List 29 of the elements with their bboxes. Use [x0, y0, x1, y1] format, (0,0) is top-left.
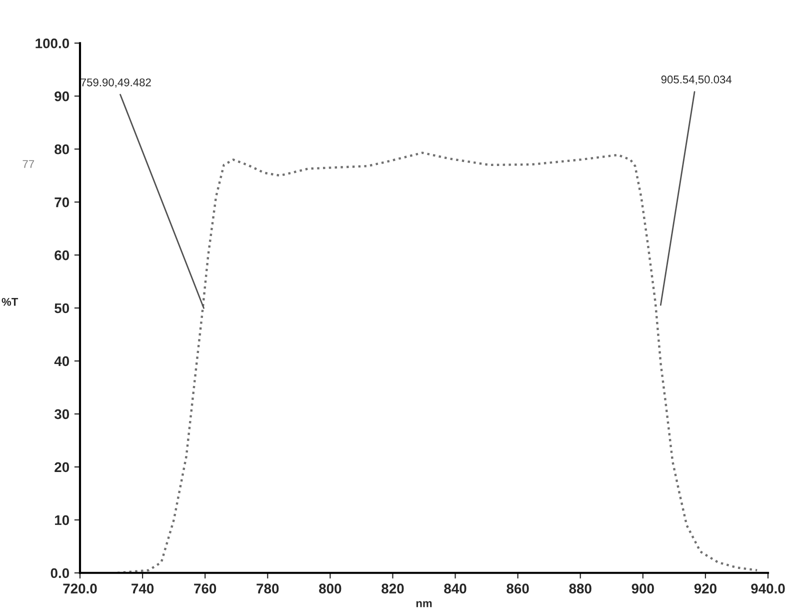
y-tick-label: 30 [54, 409, 70, 420]
x-tick-label: 740 [132, 584, 154, 594]
x-tick-label: 760 [194, 584, 216, 594]
x-tick-label: 900 [632, 584, 654, 594]
y-tick-label: 40 [54, 356, 70, 366]
line-series [116, 152, 758, 573]
x-tick-label: 880 [569, 584, 592, 594]
y-tick-label: 90 [54, 91, 70, 102]
y-axis-title: %T [2, 298, 18, 306]
annotation: 759.90,49.482 [80, 78, 151, 88]
y-tick-label: 10 [55, 515, 70, 526]
x-tick-label: 940.0 [751, 584, 785, 594]
x-tick-label: 920 [694, 584, 716, 594]
y-tick-label: 80 [54, 144, 70, 154]
x-tick-label: 840 [444, 584, 466, 594]
y-tick-label: 50 [54, 303, 70, 314]
y-tick-label: 70 [54, 197, 70, 208]
text: 77 [22, 160, 34, 168]
y-tick-label: 100.0 [36, 38, 70, 48]
x-axis-title: nm [416, 601, 432, 608]
x-tick-label: 720.0 [63, 584, 97, 594]
x-tick-label: 800 [319, 584, 342, 594]
y-tick-label: 0.0 [50, 568, 70, 578]
y-tick-label: 20 [54, 462, 70, 472]
y-tick-label: 60 [54, 250, 70, 260]
annotation: 905.54,50.034 [661, 76, 732, 85]
x-tick-label: 820 [382, 584, 404, 594]
x-tick-label: 780 [256, 584, 279, 594]
x-tick-label: 860 [506, 584, 529, 594]
